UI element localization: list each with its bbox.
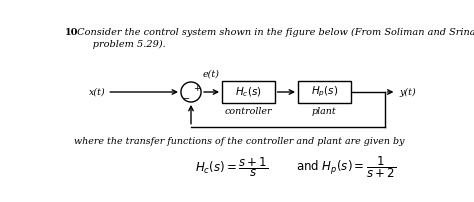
Text: $\mathrm{and}\ H_p(s) = \dfrac{1}{s+2}$: $\mathrm{and}\ H_p(s) = \dfrac{1}{s+2}$ xyxy=(296,154,396,180)
Text: −: − xyxy=(182,95,190,104)
Text: controller: controller xyxy=(225,107,272,116)
Text: $H_c(s) = \dfrac{s+1}{s}$: $H_c(s) = \dfrac{s+1}{s}$ xyxy=(195,155,268,179)
FancyBboxPatch shape xyxy=(222,81,275,103)
Text: $H_c(s)$: $H_c(s)$ xyxy=(235,85,262,99)
Text: +: + xyxy=(193,84,201,93)
Text: where the transfer functions of the controller and plant are given by: where the transfer functions of the cont… xyxy=(64,137,404,146)
Text: 10: 10 xyxy=(64,28,78,37)
Text: Consider the control system shown in the figure below (From Soliman and Srinath’: Consider the control system shown in the… xyxy=(74,28,474,49)
Text: y(t): y(t) xyxy=(400,87,416,97)
Text: x(t): x(t) xyxy=(89,87,106,97)
FancyBboxPatch shape xyxy=(298,81,351,103)
Text: e(t): e(t) xyxy=(202,70,219,79)
Text: $H_p(s)$: $H_p(s)$ xyxy=(310,85,338,99)
Text: plant: plant xyxy=(312,107,337,116)
